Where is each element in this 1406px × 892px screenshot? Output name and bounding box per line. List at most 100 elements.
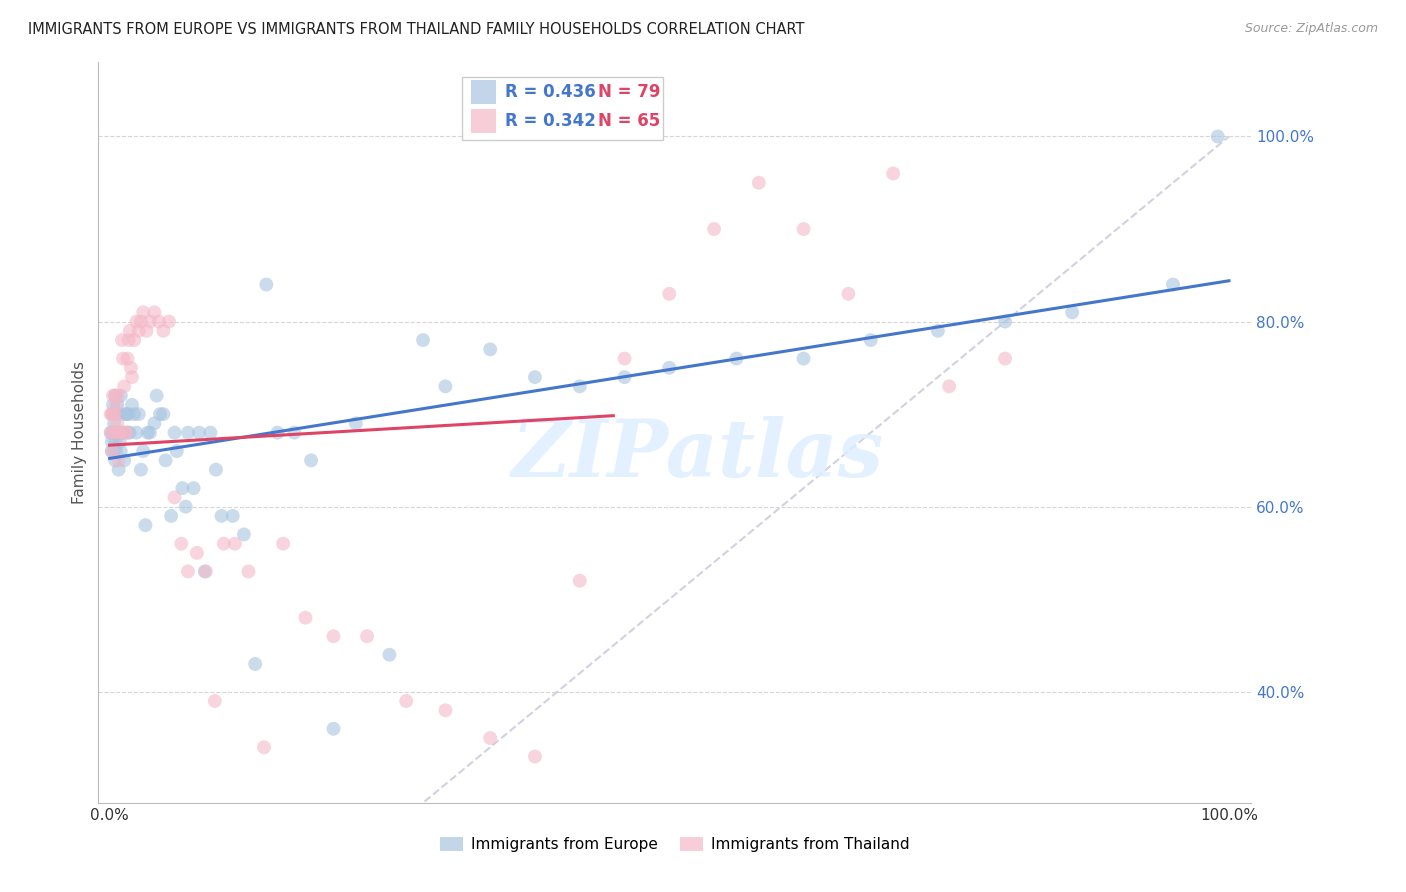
Point: [107, 453, 129, 467]
Point: [238, 565, 260, 579]
Point: [222, 508, 245, 523]
Text: R = 0.342: R = 0.342: [505, 112, 596, 129]
Point: [101, 444, 124, 458]
Point: [112, 425, 135, 440]
Point: [114, 425, 136, 440]
Point: [177, 425, 200, 440]
Point: [112, 453, 135, 467]
Point: [395, 694, 418, 708]
Point: [132, 305, 155, 319]
Point: [101, 425, 124, 440]
Point: [356, 629, 378, 643]
Point: [122, 333, 145, 347]
Point: [107, 398, 129, 412]
Point: [568, 574, 591, 588]
Point: [100, 425, 122, 440]
Point: [125, 315, 148, 329]
Point: [479, 731, 502, 745]
Point: [523, 370, 546, 384]
Point: [793, 222, 815, 236]
Point: [101, 407, 124, 421]
Point: [122, 407, 145, 421]
Point: [882, 166, 904, 180]
Point: [266, 425, 288, 440]
Point: [748, 176, 770, 190]
Point: [134, 518, 156, 533]
Point: [105, 398, 128, 412]
Text: IMMIGRANTS FROM EUROPE VS IMMIGRANTS FROM THAILAND FAMILY HOUSEHOLDS CORRELATION: IMMIGRANTS FROM EUROPE VS IMMIGRANTS FRO…: [28, 22, 804, 37]
Point: [412, 333, 434, 347]
Point: [299, 453, 322, 467]
Point: [105, 444, 128, 458]
Point: [111, 333, 134, 347]
Point: [163, 491, 186, 505]
Point: [112, 379, 135, 393]
Text: ZIPatlas: ZIPatlas: [512, 416, 884, 493]
Point: [254, 277, 277, 292]
Text: Source: ZipAtlas.com: Source: ZipAtlas.com: [1244, 22, 1378, 36]
Point: [294, 611, 316, 625]
Point: [1062, 305, 1084, 319]
Point: [101, 434, 124, 449]
Point: [271, 536, 294, 550]
Point: [938, 379, 960, 393]
Point: [703, 222, 725, 236]
Point: [100, 407, 122, 421]
Point: [322, 722, 344, 736]
Point: [212, 536, 235, 550]
Point: [200, 425, 222, 440]
Point: [107, 425, 129, 440]
Point: [117, 407, 139, 421]
Point: [793, 351, 815, 366]
Text: R = 0.436: R = 0.436: [505, 83, 596, 101]
Point: [110, 389, 132, 403]
Point: [125, 425, 148, 440]
Legend: Immigrants from Europe, Immigrants from Thailand: Immigrants from Europe, Immigrants from …: [434, 830, 915, 858]
Point: [322, 629, 344, 643]
Point: [101, 407, 124, 421]
Point: [101, 444, 124, 458]
Point: [121, 398, 143, 412]
Point: [172, 481, 194, 495]
Point: [479, 343, 502, 357]
Point: [163, 425, 186, 440]
Point: [136, 425, 159, 440]
Point: [243, 657, 266, 671]
Point: [100, 425, 122, 440]
Point: [107, 425, 129, 440]
Point: [107, 389, 129, 403]
Point: [117, 425, 139, 440]
Point: [568, 379, 591, 393]
Point: [613, 370, 636, 384]
Point: [160, 508, 183, 523]
Point: [139, 315, 162, 329]
Point: [104, 389, 127, 403]
Point: [157, 315, 180, 329]
Point: [107, 417, 129, 431]
Point: [143, 305, 166, 319]
Point: [927, 324, 949, 338]
Point: [114, 407, 136, 421]
Point: [115, 425, 138, 440]
Point: [188, 425, 211, 440]
Point: [111, 425, 134, 440]
Point: [104, 389, 127, 403]
Point: [128, 407, 150, 421]
Point: [115, 407, 138, 421]
Point: [378, 648, 401, 662]
Point: [725, 351, 748, 366]
Point: [104, 434, 127, 449]
Point: [105, 425, 128, 440]
FancyBboxPatch shape: [461, 78, 664, 140]
Point: [145, 389, 167, 403]
Point: [177, 565, 200, 579]
Point: [117, 351, 139, 366]
Point: [117, 333, 139, 347]
Point: [103, 425, 125, 440]
Point: [994, 315, 1017, 329]
Point: [204, 694, 226, 708]
Text: N = 65: N = 65: [598, 112, 659, 129]
Point: [186, 546, 208, 560]
Point: [108, 434, 131, 449]
Point: [211, 508, 233, 523]
